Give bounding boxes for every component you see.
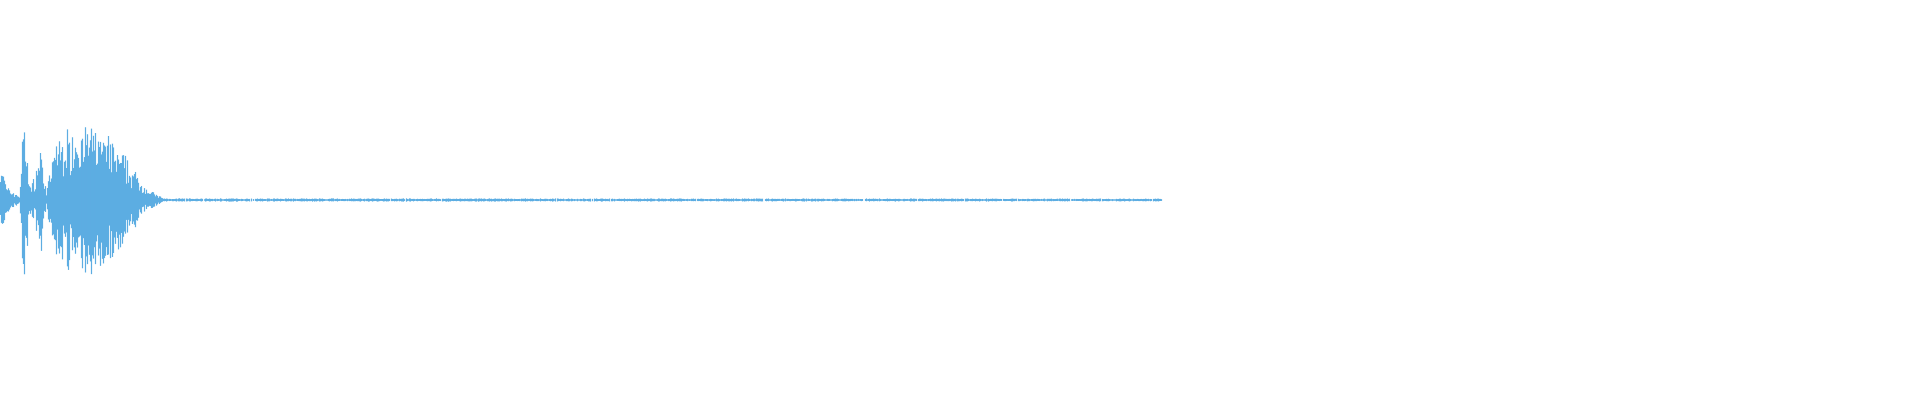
waveform-bars [0,127,1163,275]
